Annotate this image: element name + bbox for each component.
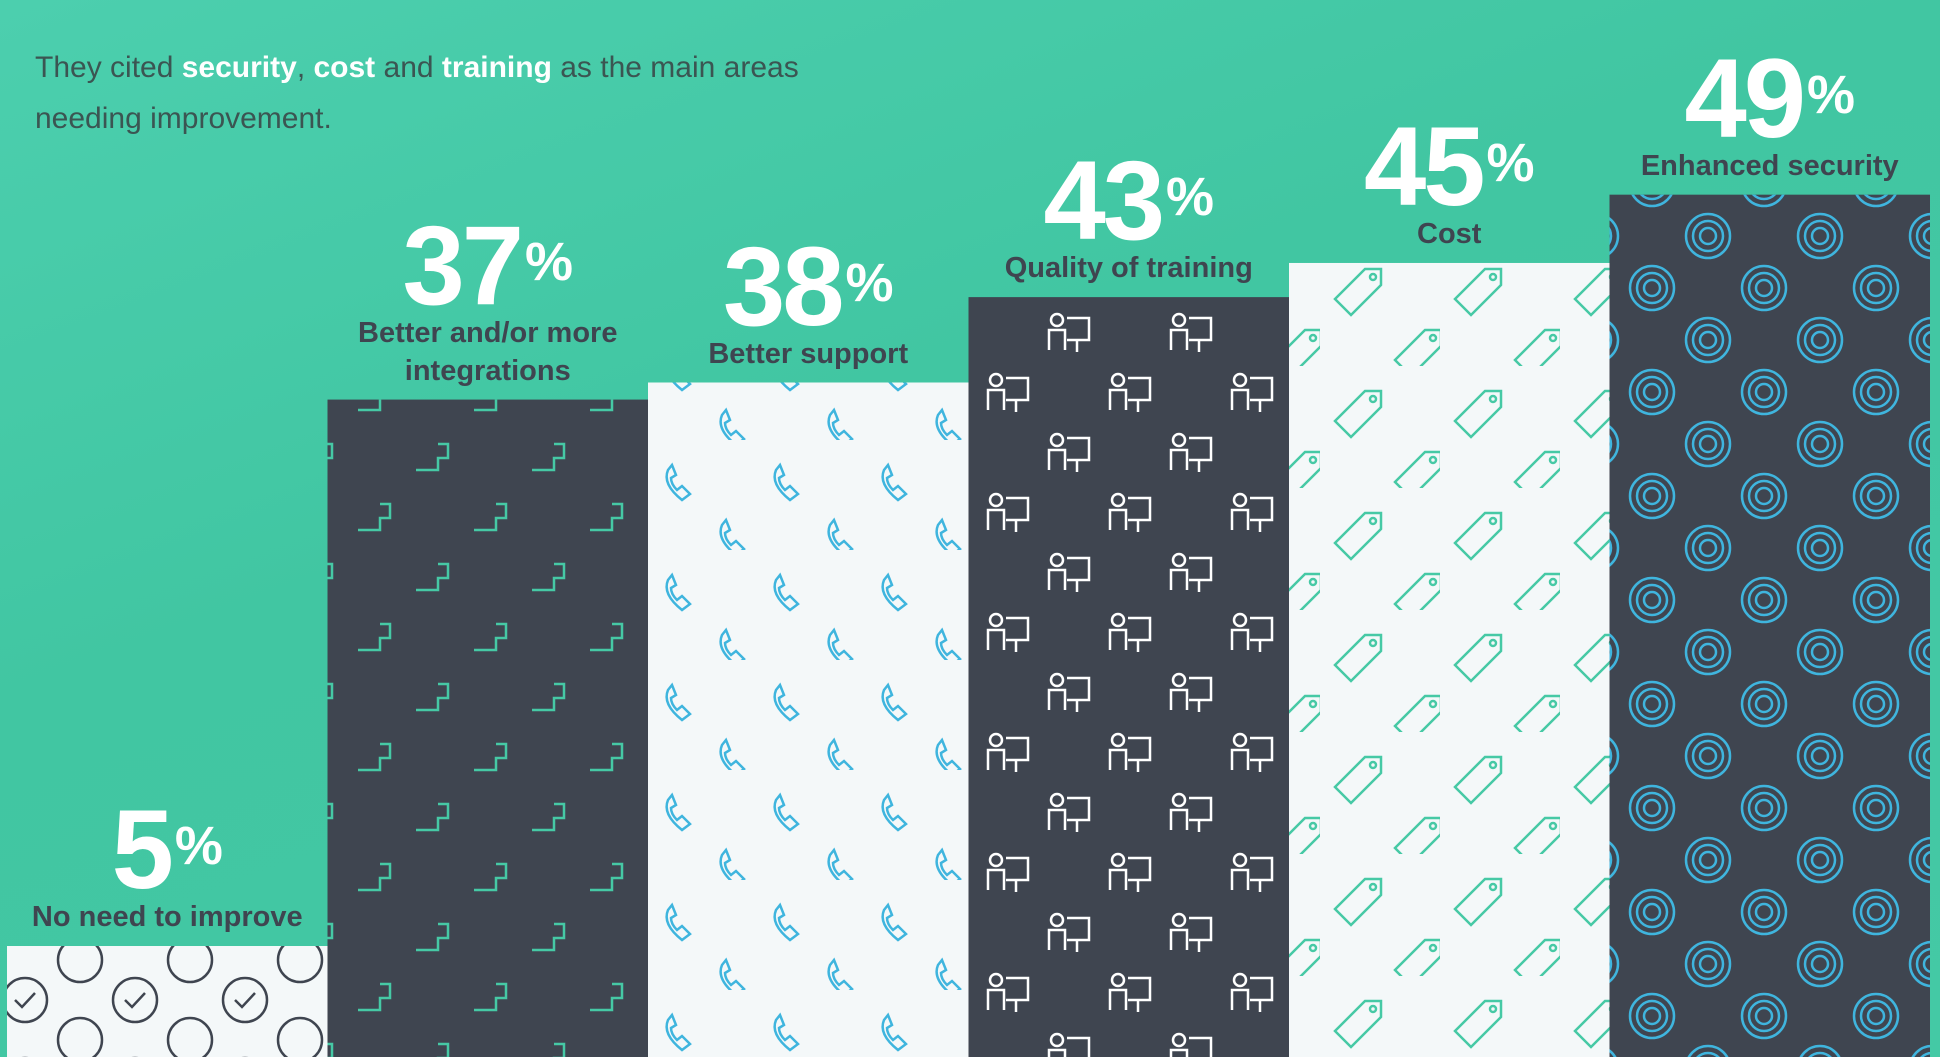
subtitle-text: , xyxy=(296,51,314,84)
bar-pattern xyxy=(1289,262,1610,1057)
bar-pattern xyxy=(648,382,969,1057)
subtitle-text: and xyxy=(375,51,442,84)
bar-label: 43% Quality of training xyxy=(969,145,1289,287)
category-label: Quality of training xyxy=(1004,252,1253,285)
bar-pattern xyxy=(1609,194,1930,1057)
subtitle: They cited security, cost and training a… xyxy=(35,42,835,144)
value-unit: % xyxy=(1166,167,1215,228)
value-label: 38% xyxy=(723,230,894,342)
subtitle-emphasis: security xyxy=(181,51,297,84)
value-unit: % xyxy=(845,252,894,313)
value-label: 43% xyxy=(1043,145,1215,257)
subtitle-emphasis: cost xyxy=(313,51,376,84)
value-label: 37% xyxy=(402,209,574,321)
bar-pattern xyxy=(327,399,648,1057)
subtitle-text: They cited xyxy=(35,51,182,84)
category-label: Better and/or more integrations xyxy=(358,316,618,387)
category-label: Better support xyxy=(708,337,909,370)
bar-label: 49% Enhanced security xyxy=(1610,42,1930,185)
bar-pattern xyxy=(7,946,328,1057)
value-number: 37 xyxy=(402,202,524,328)
value-number: 38 xyxy=(722,223,845,349)
subtitle-text: as the main areas needing improvement. xyxy=(35,51,799,135)
category-label: No need to improve xyxy=(31,901,303,934)
bar-label: 45% Cost xyxy=(1289,110,1609,253)
value-number: 45 xyxy=(1363,103,1486,229)
subtitle-emphasis: training xyxy=(441,51,552,84)
value-unit: % xyxy=(525,231,574,292)
bar-label: 5% No need to improve xyxy=(7,794,327,936)
value-label: 45% xyxy=(1364,110,1535,222)
bar-label: 37% Better and/or more integrations xyxy=(328,209,648,390)
category-label: Enhanced security xyxy=(1640,149,1899,182)
value-unit: % xyxy=(174,816,223,877)
value-unit: % xyxy=(1807,64,1856,125)
value-number: 49 xyxy=(1684,35,1806,161)
value-number: 5 xyxy=(111,787,174,913)
value-label: 49% xyxy=(1684,42,1856,154)
value-label: 5% xyxy=(112,794,223,906)
value-unit: % xyxy=(1486,132,1535,193)
bar-label: 38% Better support xyxy=(648,230,968,373)
category-label: Cost xyxy=(1417,217,1482,250)
bar-pattern xyxy=(968,297,1289,1057)
value-number: 43 xyxy=(1043,138,1165,264)
